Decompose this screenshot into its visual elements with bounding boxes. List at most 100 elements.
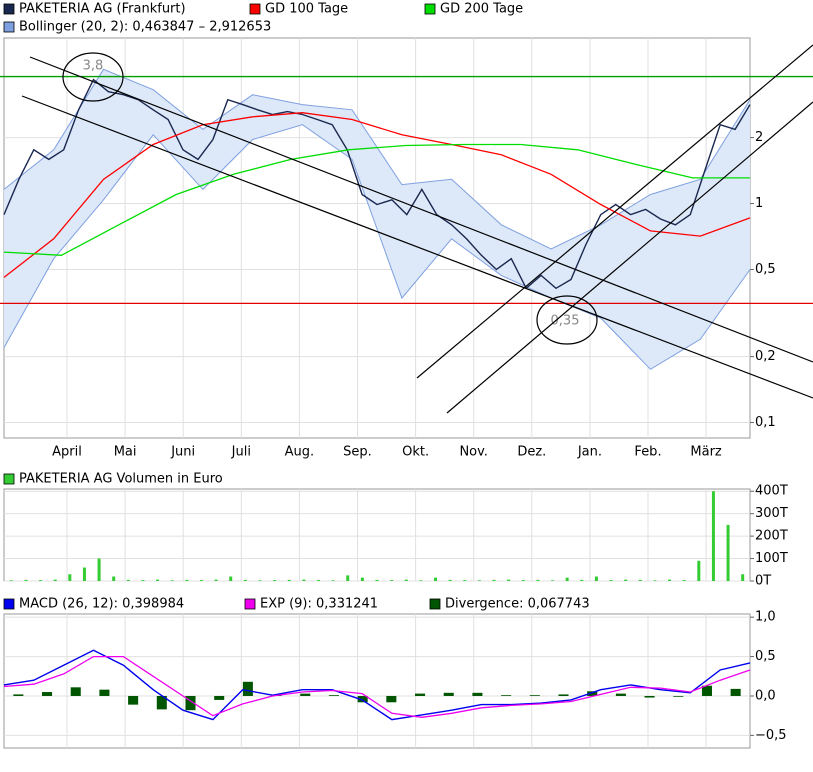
divergence-bar (730, 688, 741, 696)
volume-bar (112, 576, 116, 581)
series-line (3, 112, 751, 278)
legend-label: GD 200 Tage (440, 2, 523, 17)
volume-bar (653, 580, 657, 581)
volume-bar (9, 580, 13, 581)
volume-bar (97, 558, 101, 581)
volume-bar (463, 580, 467, 581)
volume-bar (682, 580, 686, 581)
legend-label: EXP (9): 0,331241 (260, 597, 378, 612)
annotation: 0,35 (551, 314, 580, 329)
divergence-bar (242, 681, 253, 696)
y-tick-label: 0,1 (755, 415, 776, 430)
volume-bar (170, 580, 174, 581)
y-tick-label: 2 (755, 130, 763, 145)
divergence-bar (673, 695, 684, 697)
y-tick-label: 400T (755, 484, 788, 499)
volume-bar (82, 567, 86, 581)
x-tick-label: Jan. (577, 445, 602, 460)
volume-bar (375, 579, 379, 581)
legend-label: Bollinger (20, 2): 0,463847 – 2,912653 (19, 20, 271, 35)
volume-bar (668, 579, 672, 581)
volume-bar (609, 580, 613, 581)
volume-bar (697, 560, 701, 581)
volume-bar (492, 579, 496, 581)
legend-swatch (3, 598, 15, 610)
x-tick-label: Aug. (285, 445, 315, 460)
series-line (3, 649, 751, 721)
divergence-bar (70, 687, 81, 696)
x-tick-label: März (690, 445, 722, 460)
volume-bar (390, 580, 394, 581)
bollinger-band (4, 69, 750, 370)
y-tick-label: 0,0 (755, 688, 776, 703)
volume-bar (287, 579, 291, 581)
legend-swatch (3, 21, 15, 33)
volume-bar (507, 579, 511, 581)
legend-swatch (3, 473, 15, 485)
divergence-bar (42, 692, 53, 696)
volume-bar (68, 574, 72, 581)
volume-bar (331, 580, 335, 581)
divergence-bar (472, 692, 483, 696)
divergence-bar (128, 695, 139, 705)
volume-bar (273, 580, 277, 581)
volume-bar (638, 579, 642, 581)
annotation-circle (536, 295, 598, 345)
volume-bar (711, 491, 715, 581)
volume-bar (360, 577, 364, 581)
plot-area (3, 613, 751, 749)
volume-bar (258, 580, 262, 581)
volume-bar (434, 577, 438, 581)
plot-area (3, 488, 751, 582)
trend-line (416, 44, 813, 379)
volume-bar (536, 579, 540, 581)
divergence-bar (156, 695, 167, 710)
volume-bar (185, 579, 189, 581)
y-tick-label: 0,5 (755, 649, 776, 664)
volume-bar (346, 575, 350, 581)
series-line (3, 78, 751, 290)
legend-label: MACD (26, 12): 0,398984 (19, 597, 184, 612)
volume-bar (229, 576, 233, 581)
volume-bar (199, 580, 203, 581)
y-tick-label: 0T (755, 574, 771, 589)
annotation: 3,8 (83, 59, 104, 74)
legend-swatch (244, 598, 256, 610)
volume-bar (521, 580, 525, 581)
divergence-bar (558, 694, 569, 696)
x-tick-label: Okt. (402, 445, 429, 460)
legend-label: GD 100 Tage (265, 2, 348, 17)
divergence-bar (13, 694, 24, 696)
y-tick-label: 300T (755, 506, 788, 521)
volume-bar (214, 579, 218, 581)
x-tick-label: Dez. (517, 445, 546, 460)
volume-bar (726, 524, 730, 581)
volume-bar (551, 580, 555, 581)
divergence-bar (587, 691, 598, 696)
volume-bar (477, 580, 481, 581)
legend-swatch (429, 598, 441, 610)
y-tick-label: 1,0 (755, 610, 776, 625)
legend-swatch (3, 3, 15, 15)
y-tick-label: 1 (755, 196, 763, 211)
x-tick-label: Feb. (634, 445, 661, 460)
divergence-bar (185, 695, 196, 711)
volume-bar (580, 579, 584, 581)
y-tick-label: 100T (755, 551, 788, 566)
divergence-bar (357, 695, 368, 703)
volume-bar (243, 579, 247, 581)
bollinger-lower (3, 124, 751, 370)
x-tick-label: Nov. (459, 445, 488, 460)
divergence-bar (615, 693, 626, 696)
divergence-bar (415, 693, 426, 696)
x-tick-label: Mai (114, 445, 137, 460)
legend-swatch (249, 3, 261, 15)
volume-bar (39, 580, 43, 581)
divergence-bar (99, 689, 110, 696)
volume-bar (419, 580, 423, 581)
divergence-bar (701, 685, 712, 696)
divergence-bar (644, 695, 655, 698)
divergence-bar (300, 693, 311, 696)
volume-bar (302, 579, 306, 581)
